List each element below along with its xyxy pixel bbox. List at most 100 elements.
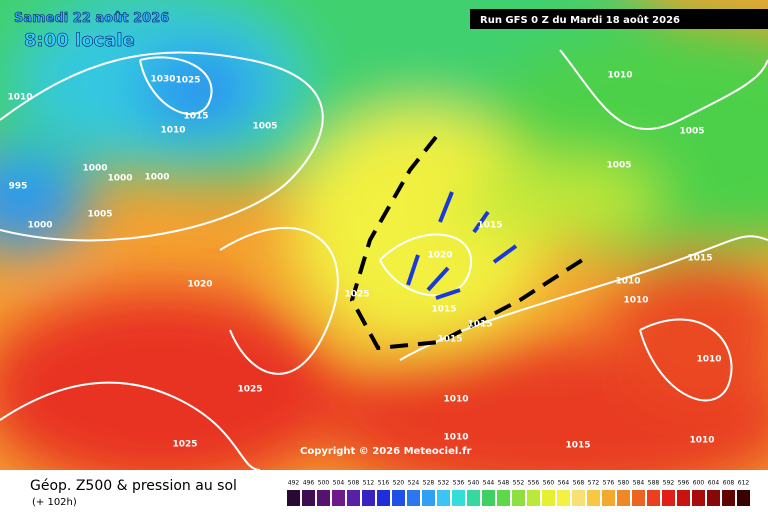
legend-label: 512 [363,480,375,487]
legend-swatch [617,490,630,506]
isobar-label: 1015 [431,305,456,315]
isobar-label: 1000 [107,174,132,184]
isobar-label: 1015 [477,221,502,231]
isobar-label: 1000 [82,164,107,174]
legend-swatch [437,490,450,506]
isobar-label: 995 [9,182,28,192]
legend-label: 532 [438,480,450,487]
footer-lead: (+ 102h) [32,497,77,508]
legend-label: 584 [633,480,645,487]
legend-swatch [317,490,330,506]
legend-swatch [482,490,495,506]
legend-swatch [392,490,405,506]
legend-label: 496 [303,480,315,487]
isobar-label: 1020 [427,251,452,261]
legend-swatch [557,490,570,506]
legend-label: 556 [528,480,540,487]
isobar-label: 1000 [27,221,52,231]
isobar-label: 1010 [696,355,721,365]
legend-swatch [602,490,615,506]
isobar-label: 1005 [87,210,112,220]
isobar-label: 1010 [443,433,468,443]
run-info: Run GFS 0 Z du Mardi 18 août 2026 [480,14,680,26]
isobar-label: 1010 [7,93,32,103]
legend-label: 516 [378,480,390,487]
isobar-label: 1015 [467,320,492,330]
legend-swatch [407,490,420,506]
isobar-label: 1010 [443,395,468,405]
legend-swatch [737,490,750,506]
legend-swatch [497,490,510,506]
legend-swatch [542,490,555,506]
legend-label: 592 [663,480,675,487]
legend-swatch [512,490,525,506]
color-legend: 492 496 500 504 508 512 516 520 524 528 532 536 540 5… [287,480,750,506]
isobar-label: 1005 [606,161,631,171]
isobar-label: 1015 [183,112,208,122]
legend-label: 528 [423,480,435,487]
isobar-label: 1025 [172,440,197,450]
legend-label: 540 [468,480,480,487]
isobar-label: 1010 [160,126,185,136]
legend-label: 576 [603,480,615,487]
legend-swatch [707,490,720,506]
isobar-label: 1010 [623,296,648,306]
legend-label: 596 [678,480,690,487]
legend-label: 552 [513,480,525,487]
legend-swatch [347,490,360,506]
isobar-label: 1020 [187,280,212,290]
legend-label: 544 [483,480,495,487]
copyright: Copyright © 2026 Meteociel.fr [300,446,471,457]
legend-swatch [527,490,540,506]
isobar-label: 1010 [689,436,714,446]
legend-swatch [377,490,390,506]
legend-label: 520 [393,480,405,487]
isobar-label: 1030 [150,75,175,85]
legend-label: 608 [723,480,735,487]
legend-swatch [422,490,435,506]
legend-swatch [722,490,735,506]
isobar-label: 1010 [607,71,632,81]
legend-label: 524 [408,480,420,487]
legend-label: 492 [288,480,300,487]
legend-swatch [287,490,300,506]
isobar-label: 1005 [679,127,704,137]
legend-label: 600 [693,480,705,487]
isobar-label: 1025 [344,290,369,300]
legend-swatch [647,490,660,506]
legend-label: 612 [738,480,750,487]
legend-label: 572 [588,480,600,487]
legend-label: 588 [648,480,660,487]
field [0,0,768,470]
isobar-label: 1025 [237,385,262,395]
legend-swatch [362,490,375,506]
legend-swatch [572,490,585,506]
legend-swatch [632,490,645,506]
legend-swatch [677,490,690,506]
legend-label: 504 [333,480,345,487]
legend-swatch [692,490,705,506]
legend-label: 568 [573,480,585,487]
legend-label: 500 [318,480,330,487]
legend-label: 580 [618,480,630,487]
date: Samedi 22 août 2026 [14,11,169,26]
isobar-label: 1015 [437,335,462,345]
isobar-label: 1000 [144,173,169,183]
legend-label: 604 [708,480,720,487]
isobar-label: 1005 [252,122,277,132]
legend-label: 548 [498,480,510,487]
legend-swatch [332,490,345,506]
legend-swatch [452,490,465,506]
footer-title: Géop. Z500 & pression au sol [30,478,237,494]
legend-label: 536 [453,480,465,487]
legend-swatch [587,490,600,506]
legend-label: 564 [558,480,570,487]
legend-swatch [662,490,675,506]
isobar-label: 1015 [687,254,712,264]
isobar-label: 1025 [175,76,200,86]
legend-swatch [467,490,480,506]
legend-label: 560 [543,480,555,487]
legend-swatch [302,490,315,506]
